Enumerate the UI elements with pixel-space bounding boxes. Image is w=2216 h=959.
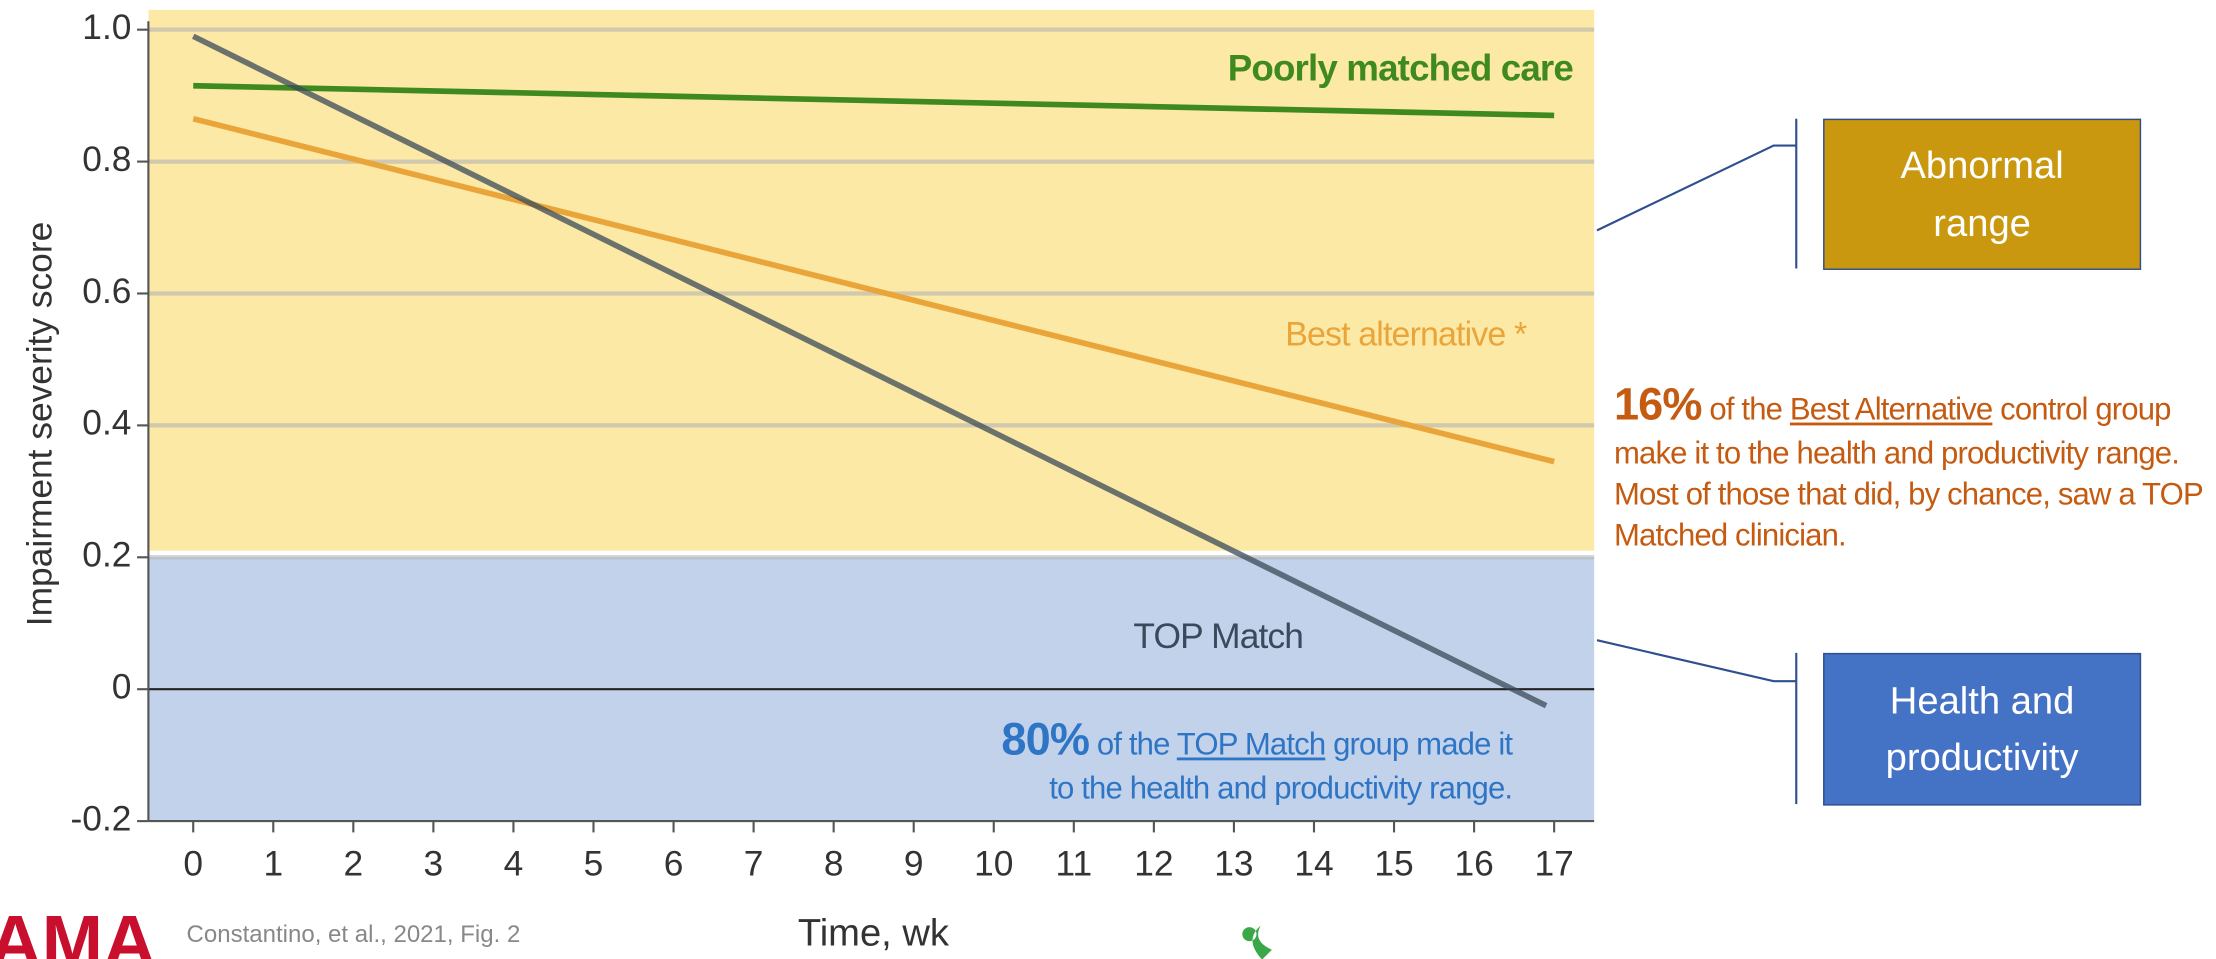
x-axis-label: Time, wk	[798, 912, 950, 955]
logo-icon	[1242, 925, 1272, 959]
y-tick-label: 1.0	[82, 8, 131, 47]
series-label: Poorly matched care	[1228, 47, 1574, 88]
x-tick-label: 7	[744, 845, 764, 884]
x-tick-label: 16	[1454, 845, 1493, 884]
top-match-note: 80% of the TOP Match group made it to th…	[975, 711, 1513, 810]
series-line	[191, 33, 1548, 709]
x-tick-label: 9	[904, 845, 924, 884]
x-tick-label: 0	[183, 845, 203, 884]
x-tick-label: 1	[263, 845, 283, 884]
note-text: of the	[1089, 726, 1177, 762]
x-tick-label: 12	[1134, 845, 1173, 884]
logo: AMA	[0, 899, 156, 959]
note-text: control group make it to the health and …	[1613, 391, 2203, 553]
series-line	[192, 115, 1555, 465]
best-alt-note: 16% of the Best Alternative control grou…	[1614, 376, 2208, 556]
x-tick-label: 3	[424, 845, 444, 884]
y-tick-label: -0.2	[71, 799, 132, 838]
x-tick-label: 13	[1214, 845, 1253, 884]
health-box: Health and productivity	[1823, 652, 2142, 806]
x-tick-label: 15	[1374, 845, 1413, 884]
x-tick-label: 11	[1055, 845, 1092, 884]
x-tick-label: 5	[584, 845, 604, 884]
note-text: of the	[1701, 391, 1790, 427]
note-link: TOP Match	[1176, 726, 1326, 762]
brackets	[1596, 118, 1798, 805]
series-label: Best alternative *	[1285, 315, 1527, 353]
x-tick-label: 14	[1294, 845, 1333, 884]
x-tick-label: 8	[824, 845, 844, 884]
y-tick-label: 0.2	[82, 536, 131, 575]
source: Constantino, et al., 2021, Fig. 2	[187, 921, 521, 948]
series-line	[193, 82, 1555, 119]
y-tick-label: 0	[112, 668, 132, 707]
series-label: TOP Match	[1133, 617, 1303, 656]
x-tick-label: 10	[974, 845, 1013, 884]
x-tick-label: 6	[664, 845, 684, 884]
y-axis-label: Impairment severity score	[21, 222, 60, 626]
note-bold: 80%	[1001, 713, 1090, 765]
y-tick-label: 0.4	[82, 404, 131, 443]
x-tick-label: 17	[1534, 845, 1573, 884]
x-tick-label: 2	[344, 845, 364, 884]
note-link: Best Alternative	[1789, 391, 1993, 427]
note-bold: 16%	[1613, 378, 1703, 430]
y-tick-label: 0.8	[82, 140, 131, 179]
x-tick-label: 4	[504, 845, 524, 884]
y-tick-label: 0.6	[82, 272, 131, 311]
note-text: group made it to the health and producti…	[1049, 726, 1513, 807]
abnormal-box: Abnormal range	[1823, 118, 2142, 270]
plot: -0.200.20.40.60.81.00 1 2 3 4 5 6 7 8 9 10 11 12 13 14…	[71, 8, 1595, 884]
